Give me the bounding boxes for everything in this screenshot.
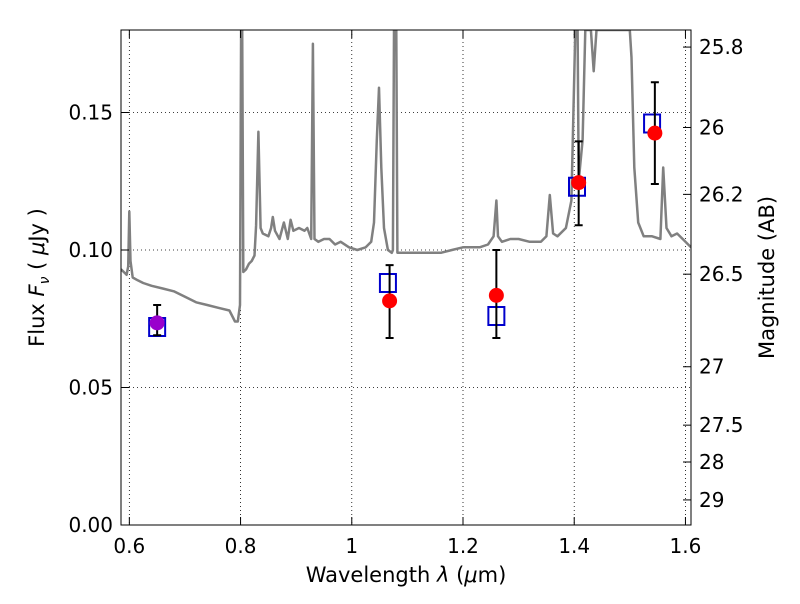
- x-tick-label: 0.6: [113, 534, 145, 558]
- y2-tick-label: 26.2: [699, 182, 744, 206]
- model-spectrum-line: [121, 30, 691, 323]
- plot-frame: [120, 29, 692, 526]
- y-tick-label: 0.00: [68, 513, 113, 537]
- model-photometry-square: [378, 273, 397, 293]
- grid-lines: [121, 30, 691, 526]
- y2-tick-label: 28: [699, 450, 724, 474]
- y-axis-title: Flux Fν ( μJy ): [25, 208, 53, 347]
- y-tick-label: 0.15: [68, 101, 113, 125]
- y-tick-label: 0.10: [68, 238, 113, 262]
- y2-tick-label: 26: [699, 115, 724, 139]
- photometry-layer: [148, 81, 663, 339]
- observed-photometry-point: [571, 175, 587, 191]
- y2-tick-label: 27: [699, 355, 724, 379]
- y-tick-label: 0.05: [68, 376, 113, 400]
- model-spectrum-layer: [121, 30, 691, 323]
- x-tick-label: 1: [345, 534, 358, 558]
- y2-tick-label: 29: [699, 488, 724, 512]
- tick-labels: 0.6 0.8 1 1.2 1.4 1.6 0.00 0.05 0.10 0.15 25.8 26 26…: [68, 35, 743, 558]
- tick-marks: [121, 30, 691, 526]
- x-tick-label: 0.8: [225, 534, 257, 558]
- observed-photometry-point: [149, 315, 165, 331]
- x-tick-label: 1.4: [558, 534, 590, 558]
- y2-tick-label: 25.8: [699, 35, 744, 59]
- observed-photometry-point: [647, 125, 663, 141]
- y2-tick-label: 27.5: [699, 413, 744, 437]
- observed-photometry-point: [382, 293, 398, 309]
- x-axis-title: Wavelength λ (μm): [306, 563, 507, 587]
- x-tick-label: 1.2: [447, 534, 479, 558]
- observed-photometry-point: [488, 287, 504, 303]
- y2-tick-label: 26.5: [699, 262, 744, 286]
- x-tick-label: 1.6: [670, 534, 702, 558]
- y2-axis-title: Magnitude (AB): [755, 196, 779, 359]
